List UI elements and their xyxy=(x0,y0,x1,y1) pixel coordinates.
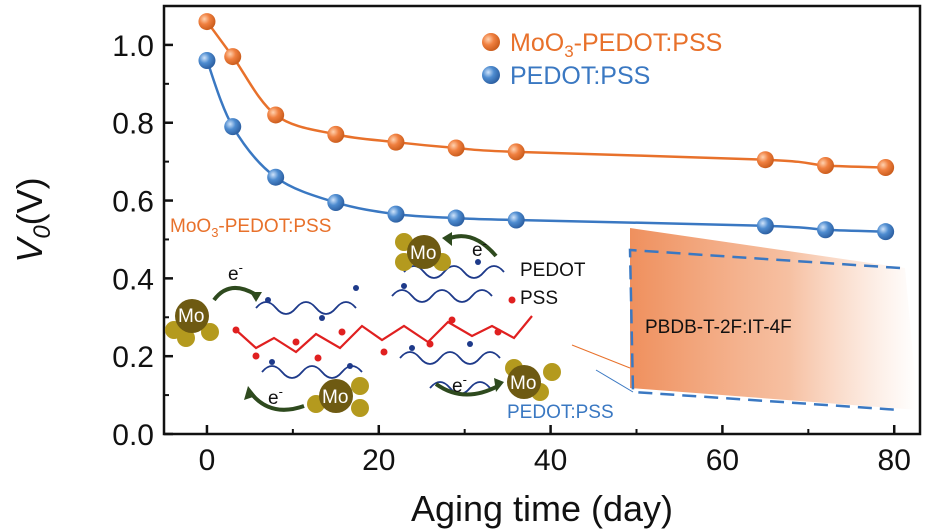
legend-label-moo3: MoO3-PEDOT:PSS xyxy=(510,29,722,61)
moo3-pedotpss-label: MoO3-PEDOT:PSS xyxy=(170,216,331,240)
x-tick-label: 20 xyxy=(362,444,395,477)
series-1-point xyxy=(817,221,834,239)
y-tick-label: 0.2 xyxy=(112,341,154,374)
zoom-line-orange xyxy=(571,344,631,369)
series-0-point xyxy=(877,158,895,176)
active-layer-slab xyxy=(630,228,918,410)
mo-cluster: Mo xyxy=(307,377,369,417)
mo-cluster: Mo xyxy=(395,233,451,271)
series-1-point xyxy=(267,168,285,186)
y-tick-label: 1.0 xyxy=(112,30,154,63)
svg-text:Mo: Mo xyxy=(410,243,436,264)
y-axis-ticks: 0.0 0.2 0.4 0.6 0.8 1.0 xyxy=(112,5,173,452)
legend-marker-moo3 xyxy=(482,33,500,51)
svg-text:Mo: Mo xyxy=(510,373,536,394)
y-tick-label: 0.8 xyxy=(112,108,154,141)
x-tick-label: 60 xyxy=(706,444,739,477)
pss-side-groups xyxy=(232,296,516,362)
series-1-point xyxy=(507,211,525,229)
y-axis-label: V0(V) xyxy=(9,177,56,262)
zoom-line-blue xyxy=(595,369,634,393)
pedot-chain xyxy=(399,351,501,365)
pedot-chain xyxy=(261,365,363,379)
electron-arrow: e- xyxy=(212,260,262,302)
pedotpss-label: PEDOT:PSS xyxy=(507,402,614,423)
plot-frame xyxy=(162,4,922,436)
svg-text:Mo: Mo xyxy=(178,306,204,327)
layer-label: PBDB-T-2F:IT-4F xyxy=(645,317,792,338)
svg-text:Mo: Mo xyxy=(322,387,348,408)
electron-arrow: e- xyxy=(244,384,305,412)
series-0-point xyxy=(507,143,525,161)
data-markers xyxy=(198,13,895,241)
series-0-point xyxy=(327,125,345,143)
series-1-point xyxy=(877,223,895,241)
electron-arrow: e- xyxy=(442,232,498,261)
series-0-point xyxy=(267,106,285,124)
legend[interactable]: MoO3-PEDOT:PSS PEDOT:PSS xyxy=(482,29,722,90)
legend-label-pedotpss: PEDOT:PSS xyxy=(510,62,650,90)
svg-text:e-: e- xyxy=(228,260,243,285)
pss-backbone xyxy=(235,315,533,354)
series-0-point xyxy=(447,139,465,157)
series-0-point xyxy=(387,133,405,151)
series-1-point xyxy=(387,205,405,223)
x-axis-ticks: 0 20 40 60 80 xyxy=(199,425,911,477)
x-tick-label: 40 xyxy=(534,444,567,477)
x-tick-label: 80 xyxy=(878,444,911,477)
series-1-point xyxy=(447,209,465,227)
series-0-point xyxy=(224,48,242,66)
mo-cluster: Mo xyxy=(505,359,561,401)
pedot-dopant-dots xyxy=(265,255,481,369)
series-1-point xyxy=(756,217,774,235)
y-tick-label: 0.0 xyxy=(112,419,154,452)
series-1-point xyxy=(224,118,242,136)
svg-text:e-: e- xyxy=(452,372,467,397)
pedot-chain xyxy=(391,289,493,303)
legend-marker-pedotpss xyxy=(482,66,500,84)
pedot-label: PEDOT xyxy=(520,260,586,281)
y-tick-label: 0.4 xyxy=(112,263,154,296)
svg-text:e-: e- xyxy=(268,384,283,409)
pedotpss-layer-outline xyxy=(628,248,901,412)
device-schematic-inset: PBDB-T-2F:IT-4F MoO3-PEDOT:PSS PEDOT PSS… xyxy=(165,216,918,423)
pedot-chain xyxy=(255,301,357,315)
legend-item-pedotpss[interactable]: PEDOT:PSS xyxy=(482,62,650,90)
pss-label: PSS xyxy=(520,288,558,309)
series-0-point xyxy=(756,151,774,169)
electron-arrow: e- xyxy=(434,372,504,397)
pedot-chain xyxy=(403,265,505,279)
mo-cluster: Mo xyxy=(165,299,219,347)
x-axis-label: Aging time (day) xyxy=(411,488,673,529)
x-tick-label: 0 xyxy=(199,444,216,477)
series-0-point xyxy=(817,157,834,175)
series-0-point xyxy=(198,13,216,31)
y-tick-label: 0.6 xyxy=(112,186,154,219)
series-1-point xyxy=(327,193,345,211)
svg-text:e-: e- xyxy=(472,236,487,261)
legend-item-moo3[interactable]: MoO3-PEDOT:PSS xyxy=(482,29,722,61)
series-1-point xyxy=(198,51,216,69)
